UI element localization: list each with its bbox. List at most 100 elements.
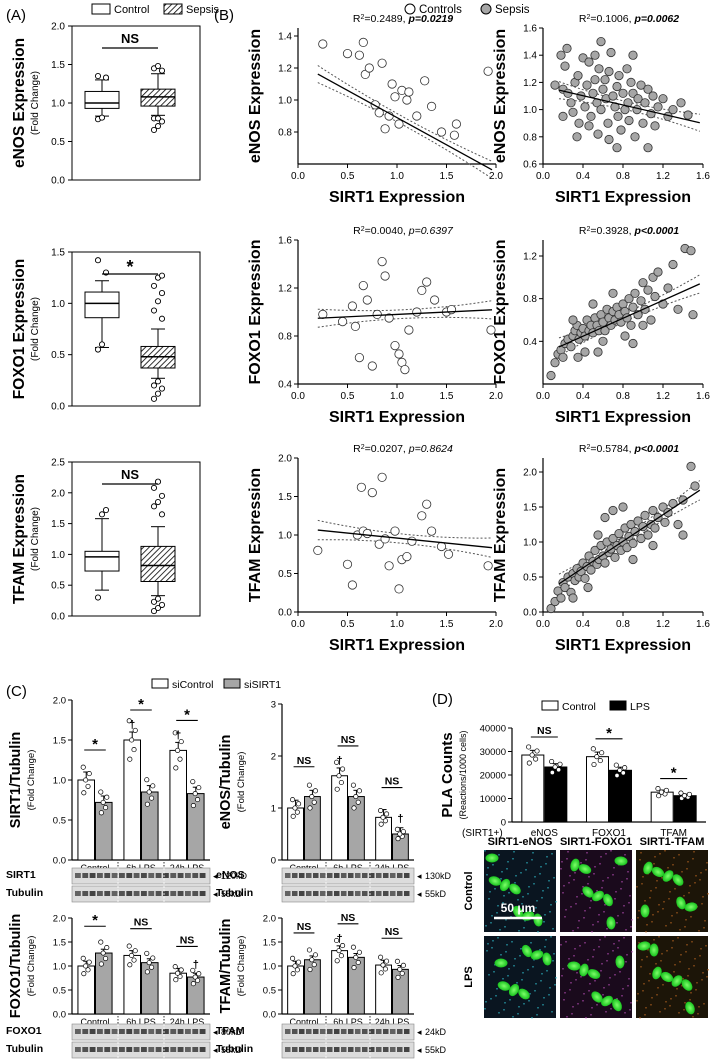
blot-band <box>383 1047 389 1052</box>
data-point <box>646 315 656 325</box>
data-point <box>380 124 390 134</box>
y-tick-label: 2.0 <box>53 696 66 707</box>
stat-sup: 2 <box>361 226 365 233</box>
bar-sisirt1 <box>187 793 205 861</box>
legend-c: siControl siSIRT1 <box>151 678 281 691</box>
y-tick-label: 20000 <box>480 771 506 782</box>
x-tick-label: 1.2 <box>656 391 670 402</box>
micrograph-signal <box>665 1001 667 1003</box>
data-point <box>173 977 179 983</box>
micrograph-signal <box>512 1016 514 1018</box>
blot-band <box>327 1029 333 1034</box>
blot-band <box>119 1029 125 1034</box>
micrograph-signal <box>566 1016 568 1018</box>
micrograph-signal <box>561 975 563 977</box>
data-point <box>103 955 109 962</box>
data-point <box>196 971 202 977</box>
scale-bar-label: 50 μm <box>501 901 536 915</box>
data-point <box>395 836 401 842</box>
micrograph-signal <box>569 989 571 991</box>
data-point <box>643 530 653 540</box>
stat-sup: 2 <box>361 444 365 451</box>
data-point <box>172 964 178 970</box>
data-point <box>604 66 614 77</box>
y-axis-label: FOXO1 Expression <box>11 259 28 399</box>
micrograph-signal <box>640 966 642 968</box>
x-tick-label: 0.8 <box>616 391 630 402</box>
data-point <box>104 945 110 951</box>
data-point <box>552 764 558 770</box>
data-point <box>313 545 323 556</box>
data-point <box>394 826 400 832</box>
micrograph-column-label: SIRT1-TFAM <box>640 836 705 848</box>
outlier-point <box>150 307 158 314</box>
micrograph-signal <box>486 950 488 952</box>
data-point <box>394 119 404 129</box>
data-point <box>378 954 384 960</box>
micrograph-signal <box>637 917 639 919</box>
micrograph-tile <box>484 850 557 933</box>
blot-band <box>362 1047 368 1052</box>
blot-band <box>327 1047 333 1052</box>
micrograph-signal <box>549 987 551 989</box>
data-point <box>127 756 133 762</box>
x-tick-label: 0.0 <box>536 619 550 630</box>
bar-sisirt1 <box>95 801 113 861</box>
micrograph-signal <box>650 890 652 892</box>
outlier-point <box>154 298 162 305</box>
stat-annotation: R2=0.1006, p=0.0062 <box>579 13 679 25</box>
data-point <box>356 949 362 955</box>
micrograph-signal <box>485 1001 487 1003</box>
micrograph-signal <box>551 853 553 855</box>
micrograph-tile <box>560 936 633 1019</box>
micrograph-nucleus <box>652 966 662 980</box>
micrograph-signal <box>619 971 621 973</box>
x-tick-label: 0.0 <box>291 391 305 402</box>
blot-band <box>148 1029 155 1034</box>
micrograph-signal <box>567 851 569 853</box>
micrograph-signal <box>511 941 513 943</box>
micrograph-signal <box>582 886 584 888</box>
micrograph-signal <box>506 944 508 946</box>
data-point <box>556 593 566 603</box>
y-axis-sublabel: (Fold Change) <box>236 936 247 997</box>
micrograph-signal <box>618 940 620 942</box>
blot-band <box>75 1047 81 1052</box>
micrograph-signal <box>584 942 586 944</box>
micrograph-signal <box>676 912 678 914</box>
micrograph-signal <box>542 1004 544 1006</box>
micrograph-signal <box>658 904 660 906</box>
blot-band <box>348 1047 354 1052</box>
data-point <box>636 80 646 90</box>
outlier-point <box>158 315 166 322</box>
blot-band <box>126 1047 133 1052</box>
micrograph-signal <box>655 887 657 889</box>
micrograph-signal <box>562 968 564 970</box>
data-point <box>630 526 640 537</box>
micrograph-signal <box>699 955 701 957</box>
micrograph-signal <box>503 1009 505 1011</box>
significance-label: * <box>126 257 133 277</box>
micrograph-signal <box>678 1012 680 1014</box>
blot-band <box>199 891 206 896</box>
micrograph-nucleus <box>637 941 651 951</box>
y-tick-label: 0.5 <box>51 581 65 592</box>
micrograph-signal <box>686 868 688 870</box>
data-point <box>566 342 576 352</box>
micrograph-signal <box>555 901 557 903</box>
micrograph-signal <box>653 939 655 941</box>
blot-band <box>285 1029 291 1034</box>
data-point <box>653 102 663 112</box>
y-tick-label: 1.5 <box>523 503 537 514</box>
micrograph-signal <box>555 977 557 979</box>
blot-band <box>285 1047 291 1052</box>
micrograph-signal <box>608 984 610 986</box>
micrograph-signal <box>695 989 697 991</box>
data-point <box>374 539 384 549</box>
bar-chart-2: 0.0 0.5 1.0 1.5 2.0 FOXO1/Tubulin (Fold Change… <box>6 912 243 1059</box>
data-point <box>80 764 86 770</box>
bar-sisirt1 <box>141 962 159 1015</box>
data-point <box>312 952 318 958</box>
y-axis-label: eNOS/Tubulin <box>218 735 234 830</box>
data-point <box>668 259 678 270</box>
